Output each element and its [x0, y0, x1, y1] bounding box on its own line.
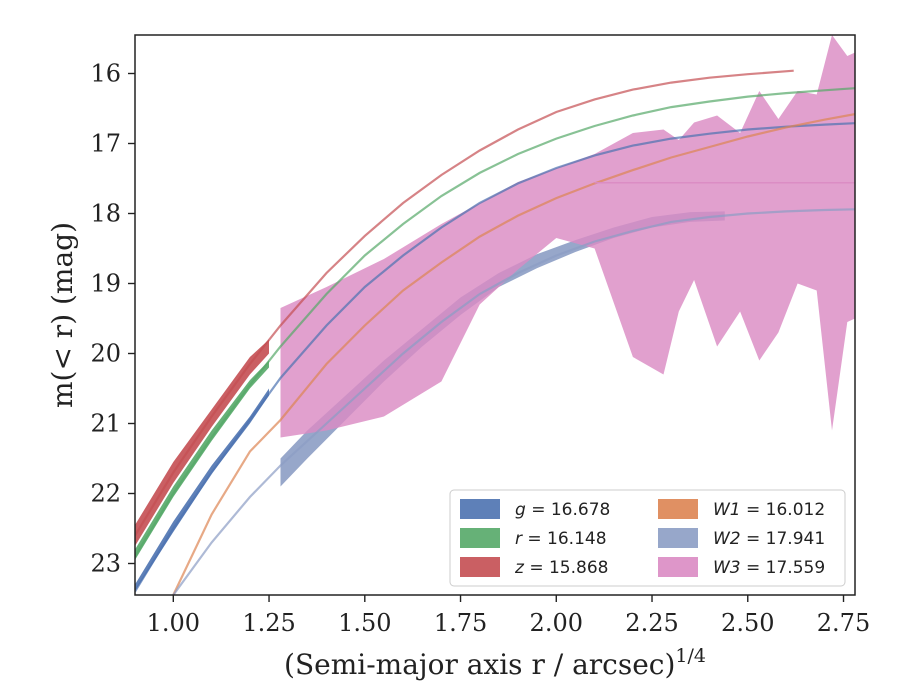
- y-tick-label: 16: [90, 60, 121, 88]
- curve-z: [135, 69, 794, 537]
- legend-label-g: g = 16.678: [515, 500, 610, 520]
- curve-g: [135, 122, 855, 593]
- x-axis-label-superscript: 1/4: [675, 645, 706, 667]
- x-tick-label: 1.50: [338, 609, 391, 637]
- legend-swatch-w1: [658, 499, 698, 519]
- y-tick-label: 17: [90, 130, 121, 158]
- x-tick-label: 2.00: [530, 609, 583, 637]
- legend-frame: [449, 489, 846, 587]
- legend-label-w2: W2 = 17.941: [713, 529, 825, 549]
- band-r: [135, 360, 269, 560]
- y-tick-label: 21: [90, 410, 121, 438]
- legend-label-r: r = 16.148: [515, 529, 607, 549]
- y-tick-label: 18: [90, 200, 121, 228]
- x-tick-label: 1.25: [242, 609, 295, 637]
- plot-frame: [134, 34, 856, 596]
- legend-swatch-w2: [658, 528, 698, 548]
- legend-swatch-r: [460, 528, 500, 548]
- x-axis-label: (Semi-major axis r / arcsec)1/4: [284, 645, 706, 681]
- y-tick-label: 22: [90, 480, 121, 508]
- curve-r: [135, 87, 855, 558]
- y-tick-label: 20: [90, 340, 121, 368]
- legend: g = 16.678 r = 16.148 z = 15.868 W1 = 16.01…: [449, 489, 846, 587]
- y-tick-label: 19: [90, 270, 121, 298]
- legend-label-w1: W1 = 16.012: [713, 500, 825, 520]
- y-tick-label: 23: [90, 550, 121, 578]
- legend-swatch-g: [460, 499, 500, 519]
- legend-swatch-w3: [658, 557, 698, 577]
- x-axis-label-text: (Semi-major axis r / arcsec): [284, 648, 675, 681]
- curve-w2: [172, 208, 855, 595]
- x-tick-label: 1.00: [147, 609, 200, 637]
- band-z: [135, 339, 269, 546]
- data-layer: [135, 35, 855, 595]
- x-tick-label: 2.75: [817, 609, 870, 637]
- y-axis-label: m(< r) (mag): [46, 222, 79, 408]
- x-axis: 1.00 1.25 1.50 1.75 2.00 2.25 2.50 2.75: [147, 595, 870, 637]
- x-tick-label: 2.25: [625, 609, 678, 637]
- y-axis: 16 17 18 19 20 21 22 23: [90, 60, 135, 578]
- curve-w1: [172, 113, 855, 595]
- x-tick-label: 1.75: [434, 609, 487, 637]
- legend-label-w3: W3 = 17.559: [713, 558, 825, 578]
- legend-swatch-z: [460, 557, 500, 577]
- x-tick-label: 2.50: [721, 609, 774, 637]
- legend-label-z: z = 15.868: [514, 558, 608, 578]
